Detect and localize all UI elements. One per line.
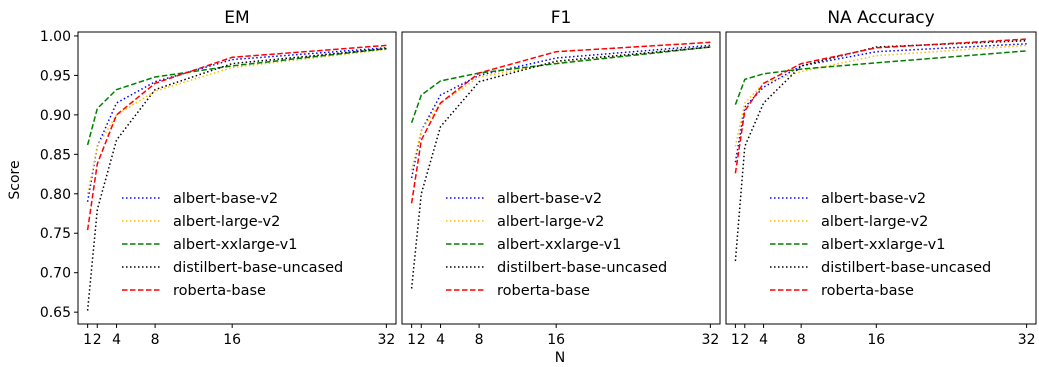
- chart-panel: F1 1 2 4 8 16 32 albert-base-v2 albert-large-v2 a…: [401, 8, 721, 348]
- x-tick-label: 1: [83, 332, 92, 348]
- legend-label: albert-base-v2: [173, 191, 278, 207]
- series-line: [734, 50, 1027, 105]
- x-tick-label: 8: [475, 332, 484, 348]
- y-tick-label: 0.85: [40, 147, 71, 163]
- x-tick-label: 16: [547, 332, 565, 348]
- chart-panel: EM 1 2 4 8 16 32 0.65 0.70 0.75 0.80 0.85 0.90 0.95 1.…: [40, 8, 397, 348]
- x-tick-label: 32: [1018, 332, 1036, 348]
- series-line: [86, 47, 387, 311]
- series-line: [86, 44, 387, 231]
- series-line: [86, 47, 387, 146]
- legend-label: albert-xxlarge-v1: [173, 237, 297, 253]
- y-tick-label: 0.95: [40, 68, 71, 84]
- y-tick-label: 0.70: [40, 266, 71, 282]
- legend-label: roberta-base: [821, 283, 914, 299]
- series-line: [86, 47, 387, 202]
- x-tick-label: 8: [151, 332, 160, 348]
- series-line: [410, 46, 711, 124]
- y-tick-label: 1.00: [40, 29, 71, 45]
- series-line: [734, 43, 1027, 163]
- x-tick-label: 4: [112, 332, 121, 348]
- chart-panel: NA Accuracy 1 2 4 8 16 32 albert-base-v2 albert-…: [725, 8, 1037, 348]
- plot-frame: [725, 31, 1037, 325]
- series-line: [410, 44, 711, 179]
- series-line: [734, 38, 1027, 174]
- x-tick-label: 1: [731, 332, 740, 348]
- legend-label: roberta-base: [173, 283, 266, 299]
- y-axis-label: Score: [7, 160, 23, 199]
- legend-label: distilbert-base-uncased: [497, 260, 667, 276]
- legend-label: roberta-base: [497, 283, 590, 299]
- legend-label: distilbert-base-uncased: [173, 260, 343, 276]
- legend-label: albert-large-v2: [173, 214, 280, 230]
- x-tick-label: 4: [436, 332, 445, 348]
- chart-title: EM: [224, 8, 249, 28]
- chart-title: F1: [551, 8, 572, 28]
- series-line: [86, 48, 387, 194]
- y-tick-label: 0.75: [40, 226, 71, 242]
- legend-label: albert-large-v2: [497, 214, 604, 230]
- legend-label: distilbert-base-uncased: [821, 260, 991, 276]
- legend-label: albert-large-v2: [821, 214, 928, 230]
- series-line: [410, 41, 711, 204]
- legend-label: albert-base-v2: [821, 191, 926, 207]
- x-tick-label: 2: [740, 332, 749, 348]
- x-tick-label: 4: [759, 332, 768, 348]
- legend-label: albert-xxlarge-v1: [497, 237, 621, 253]
- x-tick-label: 32: [701, 332, 719, 348]
- series-line: [734, 44, 1027, 147]
- legend-label: albert-xxlarge-v1: [821, 237, 945, 253]
- x-tick-label: 16: [867, 332, 885, 348]
- y-tick-label: 0.65: [40, 305, 71, 321]
- x-tick-label: 32: [377, 332, 395, 348]
- y-tick-label: 0.80: [40, 187, 71, 203]
- x-tick-label: 2: [417, 332, 426, 348]
- x-tick-label: 2: [93, 332, 102, 348]
- x-tick-label: 8: [797, 332, 806, 348]
- chart-title: NA Accuracy: [827, 8, 934, 28]
- x-tick-label: 1: [407, 332, 416, 348]
- x-axis-label: N: [555, 350, 565, 366]
- y-tick-label: 0.90: [40, 108, 71, 124]
- x-tick-label: 16: [223, 332, 241, 348]
- series-line: [734, 39, 1027, 261]
- legend-label: albert-base-v2: [497, 191, 602, 207]
- plot-frame: [77, 31, 397, 325]
- plot-frame: [401, 31, 721, 325]
